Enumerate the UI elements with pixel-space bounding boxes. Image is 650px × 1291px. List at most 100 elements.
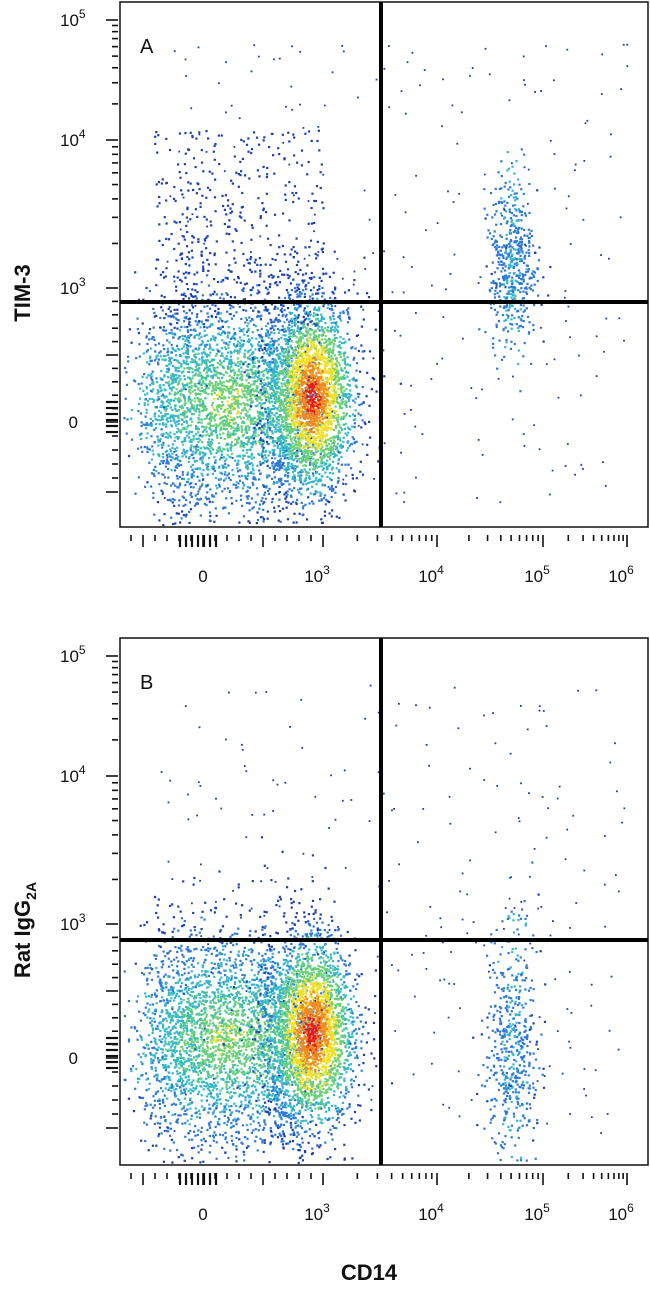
- event-dot: [290, 319, 294, 322]
- event-dot: [282, 441, 285, 444]
- event-dot: [246, 478, 249, 481]
- event-dot: [205, 355, 209, 358]
- event-dot: [343, 357, 346, 360]
- event-dot: [267, 336, 270, 339]
- event-dot: [312, 461, 315, 464]
- event-dot: [344, 414, 347, 417]
- event-dot: [190, 384, 193, 388]
- event-dot: [146, 342, 149, 345]
- event-dot: [334, 485, 338, 488]
- event-dot: [189, 345, 192, 348]
- event-dot: [192, 404, 195, 407]
- event-dot: [274, 462, 277, 466]
- event-dot: [221, 384, 224, 387]
- event-dot: [214, 354, 217, 357]
- event-dot: [202, 469, 205, 472]
- event-dot: [224, 477, 227, 480]
- event-dot: [224, 332, 227, 335]
- event-dot: [261, 455, 264, 458]
- event-dot: [152, 453, 155, 456]
- event-dot: [239, 403, 242, 406]
- event-dot: [214, 492, 218, 495]
- event-dot: [169, 406, 172, 409]
- event-dot: [249, 343, 253, 346]
- event-dot: [249, 348, 252, 351]
- event-dot: [233, 362, 236, 365]
- event-dot: [158, 483, 161, 486]
- event-dot: [302, 334, 305, 337]
- event-dot: [160, 378, 163, 381]
- event-dot: [383, 375, 386, 378]
- event-dot: [296, 349, 299, 352]
- event-dot: [191, 358, 194, 361]
- event-dot: [293, 354, 296, 357]
- event-dot: [291, 335, 295, 338]
- event-dot: [205, 343, 208, 346]
- event-dot: [285, 495, 288, 498]
- event-dot: [162, 271, 165, 274]
- event-dot: [215, 514, 218, 517]
- event-dot: [315, 417, 318, 420]
- event-dot: [206, 339, 210, 343]
- event-dot: [264, 425, 267, 428]
- event-dot: [180, 390, 183, 393]
- event-dot: [314, 428, 317, 431]
- event-dot: [154, 343, 157, 347]
- event-dot: [226, 433, 230, 436]
- event-dot: [186, 348, 189, 351]
- event-dot: [242, 416, 245, 419]
- event-dot: [195, 394, 198, 397]
- event-dot: [218, 386, 221, 390]
- event-dot: [160, 306, 163, 309]
- event-dot: [162, 344, 165, 347]
- event-dot: [311, 328, 314, 331]
- event-dot: [259, 371, 262, 374]
- event-dot: [213, 252, 216, 255]
- event-dot: [277, 395, 280, 398]
- event-dot: [256, 385, 259, 388]
- event-dot: [272, 482, 275, 485]
- event-dot: [127, 360, 130, 363]
- event-dot: [271, 437, 274, 440]
- event-dot: [243, 393, 246, 396]
- event-dot: [332, 419, 335, 422]
- event-dot: [236, 425, 239, 428]
- event-dot: [177, 486, 180, 489]
- event-dot: [256, 378, 260, 381]
- event-dot: [299, 470, 302, 474]
- event-dot: [229, 369, 232, 372]
- event-dot: [266, 421, 269, 424]
- event-dot: [222, 447, 225, 450]
- event-dot: [161, 309, 164, 312]
- event-dot: [297, 356, 300, 359]
- event-dot: [322, 292, 325, 295]
- event-dot: [192, 438, 195, 441]
- event-dot: [339, 311, 342, 314]
- event-dot: [170, 351, 173, 354]
- event-dot: [238, 327, 241, 330]
- event-dot: [256, 511, 259, 514]
- event-dot: [205, 414, 208, 418]
- event-dot: [167, 382, 170, 385]
- event-dot: [188, 440, 191, 443]
- event-dot: [268, 487, 271, 490]
- event-dot: [254, 374, 257, 377]
- event-dot: [223, 341, 226, 344]
- event-dot: [251, 420, 254, 423]
- event-dot: [246, 369, 249, 372]
- event-dot: [360, 305, 363, 308]
- event-dot: [199, 457, 202, 460]
- event-dot: [320, 397, 323, 400]
- event-dot: [281, 273, 284, 276]
- event-dot: [216, 487, 219, 490]
- event-dot: [271, 370, 274, 373]
- event-dot: [261, 450, 264, 453]
- event-dot: [244, 316, 248, 320]
- event-dot: [167, 315, 170, 318]
- event-dot: [282, 378, 285, 382]
- event-dot: [278, 400, 281, 403]
- event-dot: [246, 404, 250, 407]
- event-dot: [267, 381, 270, 384]
- event-dot: [161, 491, 164, 494]
- event-dot: [213, 417, 216, 420]
